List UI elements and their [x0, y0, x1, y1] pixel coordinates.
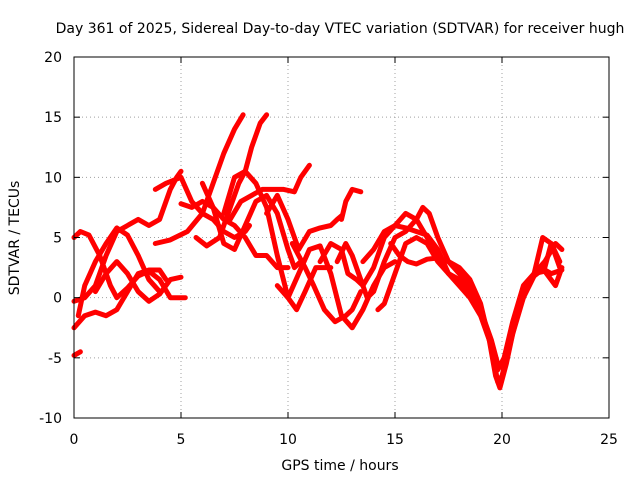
series-arc-14: [264, 192, 344, 252]
x-tick-label: 15: [386, 432, 404, 448]
x-tick-label: 20: [493, 432, 511, 448]
x-axis: 0 5 10 15 20 25: [70, 57, 618, 448]
x-tick-label: 25: [600, 432, 618, 448]
series-arc-1: [71, 349, 83, 358]
series-arc-4: [71, 168, 184, 304]
series-arc-9: [178, 198, 291, 271]
y-tick-label: 0: [53, 291, 62, 307]
y-tick-label: 15: [44, 110, 62, 126]
x-tick-label: 0: [70, 432, 79, 448]
series-arc-3: [71, 229, 188, 301]
series-layer: [71, 112, 565, 391]
chart-title: Day 361 of 2025, Sidereal Day-to-day VTE…: [56, 21, 625, 37]
x-axis-label: GPS time / hours: [281, 458, 398, 474]
series-arc-11: [227, 162, 312, 222]
series-arc-15: [289, 241, 364, 325]
series-arc-13: [221, 168, 334, 313]
series-arc-10: [193, 112, 270, 249]
series-arc-18: [339, 186, 364, 222]
series-arc-23: [531, 235, 563, 277]
series-arc-5: [75, 225, 163, 319]
grid-lines: [74, 57, 609, 418]
series-arc-2: [71, 267, 169, 331]
y-axis: -10 -5 0 5 10 15 20: [39, 50, 609, 427]
x-tick-label: 5: [177, 432, 186, 448]
series-arc-12: [199, 180, 304, 271]
y-tick-label: 20: [44, 50, 62, 66]
y-tick-label: -10: [39, 411, 62, 427]
y-axis-label: SDTVAR / TECUs: [7, 181, 23, 296]
y-tick-label: -5: [48, 351, 62, 367]
x-tick-label: 10: [279, 432, 297, 448]
y-tick-label: 5: [53, 231, 62, 247]
series-arc-6: [92, 259, 184, 304]
y-tick-label: 10: [44, 170, 62, 186]
